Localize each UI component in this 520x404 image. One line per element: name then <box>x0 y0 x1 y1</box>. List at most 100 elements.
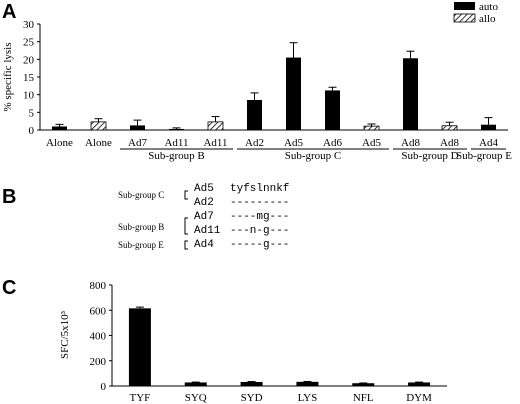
alignment-seq: ----mg--- <box>230 211 289 223</box>
panel-c-label: C <box>2 277 16 299</box>
panel-a-error-bar <box>328 86 337 91</box>
panel-a-error-bar <box>289 42 298 58</box>
alignment-seq: -----g--- <box>230 239 289 251</box>
panel-a-error-bar <box>172 127 181 129</box>
panel-c-y-tick-label: 0 <box>101 381 107 393</box>
panel-a-category-label: Ad4 <box>479 137 498 149</box>
panel-c-y-ticks: 0 200 400 600 800 <box>90 280 112 393</box>
panel-c-y-tick-label: 600 <box>90 305 107 317</box>
panel-a-category-label: Ad6 <box>323 137 342 149</box>
panel-a-subgroup-label: Sub-group B <box>148 150 205 162</box>
panel-a-bar-auto <box>169 128 184 130</box>
alignment-name: Ad2 <box>194 197 214 209</box>
panel-a-category-label: Ad2 <box>245 137 264 149</box>
panel-a-y-tick-label: 15 <box>23 72 35 84</box>
panel-c-category-label: SYQ <box>185 392 207 404</box>
alignment-name: Ad4 <box>194 239 214 251</box>
alignment-row: Ad2 --------- <box>194 197 289 209</box>
panel-c-y-tick-label: 800 <box>90 280 107 292</box>
panel-c-category-label: LYS <box>298 392 318 404</box>
panel-a-error-bar <box>133 119 142 126</box>
panel-a-y-tick-label: 0 <box>29 125 35 137</box>
panel-a: A auto allo % specific lysis 0 5 10 15 20 25 3… <box>2 1 512 162</box>
legend-allo-swatch <box>453 13 476 23</box>
panel-b: B Ad5 tyfslnnkf Ad2 --------- Ad7 ----mg… <box>2 183 289 251</box>
panel-a-error-bar <box>367 123 376 127</box>
alignment-bracket <box>184 190 188 200</box>
panel-a-category-label: Ad8 <box>440 137 459 149</box>
panel-a-y-ticks: 0 5 10 15 20 25 30 <box>23 19 40 137</box>
panel-a-error-bar <box>94 118 103 122</box>
legend-auto-swatch <box>454 2 475 10</box>
legend-auto-label: auto <box>479 1 498 13</box>
panel-a-bars <box>52 42 496 131</box>
alignment-bracket <box>184 240 188 250</box>
alignment-group-label: Sub-group C <box>118 190 164 200</box>
panel-b-label: B <box>2 186 16 208</box>
panel-a-bar-auto <box>286 57 301 130</box>
panel-c-y-tick-label: 400 <box>90 331 107 343</box>
panel-c-category-label: DYM <box>406 392 432 404</box>
panel-c-bar <box>296 381 319 386</box>
alignment-row: Ad11 ---n-g--- <box>194 225 289 237</box>
panel-c-category-labels: TYF SYQ SYD LYS NFL DYM <box>130 392 433 404</box>
panel-a-error-bar <box>250 92 259 100</box>
panel-a-category-label: Alone <box>46 137 73 149</box>
panel-a-subgroup-label: Sub-group D <box>401 150 458 162</box>
panel-c-ylabel: SFC/5x10³ <box>59 310 71 359</box>
panel-a-category-labels: Alone Alone Ad7 Ad11 Ad11 Ad2 Ad5 Ad6 Ad5 Ad8 Ad8 A… <box>46 137 498 149</box>
panel-a-bar-auto <box>403 58 418 131</box>
alignment-row: Ad5 tyfslnnkf <box>194 183 289 195</box>
panel-a-bar-auto <box>481 124 496 130</box>
panel-a-error-bar <box>484 117 493 125</box>
panel-c-bar <box>184 382 207 386</box>
panel-a-bar-allo <box>363 125 380 131</box>
panel-c-y-tick-label: 200 <box>90 356 107 368</box>
panel-a-category-label: Ad11 <box>203 137 227 149</box>
panel-a-category-label: Ad5 <box>362 137 381 149</box>
panel-a-bar-auto <box>130 125 145 130</box>
panel-c-error-bar <box>135 306 144 309</box>
legend-allo-label: allo <box>479 13 496 25</box>
panel-c-category-label: SYD <box>241 392 263 404</box>
alignment-seq: tyfslnnkf <box>230 183 289 195</box>
panel-a-bar-auto <box>52 126 67 130</box>
alignment-bracket <box>184 217 188 235</box>
panel-c-bar <box>352 383 375 386</box>
alignment-row: Ad7 ----mg--- <box>194 211 289 223</box>
panel-a-bar-allo <box>90 121 107 131</box>
panel-a-y-tick-label: 10 <box>23 90 35 102</box>
alignment-name: Ad5 <box>194 183 214 195</box>
panel-a-category-label: Alone <box>85 137 112 149</box>
alignment-group-label: Sub-group B <box>118 222 164 232</box>
panel-a-category-label: Ad7 <box>128 137 147 149</box>
alignment-row: Ad4 -----g--- <box>194 239 289 251</box>
panel-a-error-bar <box>406 50 415 59</box>
panel-c-category-label: NFL <box>353 392 374 404</box>
panel-a-y-tick-label: 30 <box>23 19 35 31</box>
panel-a-category-label: Ad5 <box>284 137 303 149</box>
panel-a-label: A <box>2 1 16 23</box>
panel-c-bar <box>240 381 263 386</box>
panel-a-error-bar <box>445 121 454 126</box>
panel-a-y-tick-label: 20 <box>23 54 35 66</box>
panel-a-y-tick-label: 5 <box>29 107 35 119</box>
panel-a-bar-allo <box>441 125 458 131</box>
panel-a-error-bar <box>55 123 64 127</box>
panel-c-bar <box>128 308 151 386</box>
legend: auto allo <box>453 1 498 25</box>
panel-c: C SFC/5x10³ 0 200 400 600 800 TYF SYQ SYD LYS NF… <box>2 277 447 404</box>
panel-c-category-label: TYF <box>130 392 151 404</box>
alignment-name: Ad11 <box>194 225 221 237</box>
panel-a-subgroup-label: Sub-group E <box>456 150 512 162</box>
panel-c-bar <box>408 382 431 386</box>
panel-a-ylabel: % specific lysis <box>2 42 14 111</box>
panel-a-bar-allo <box>207 121 224 131</box>
alignment-seq: ---n-g--- <box>230 225 289 237</box>
alignment-seq: --------- <box>230 197 289 209</box>
alignment-group-label: Sub-group E <box>118 240 164 250</box>
panel-a-subgroup-labels: Sub-group B Sub-group C Sub-group DSub-gro… <box>119 148 512 162</box>
panel-c-bars <box>128 306 431 386</box>
panel-a-category-label: Ad11 <box>164 137 188 149</box>
